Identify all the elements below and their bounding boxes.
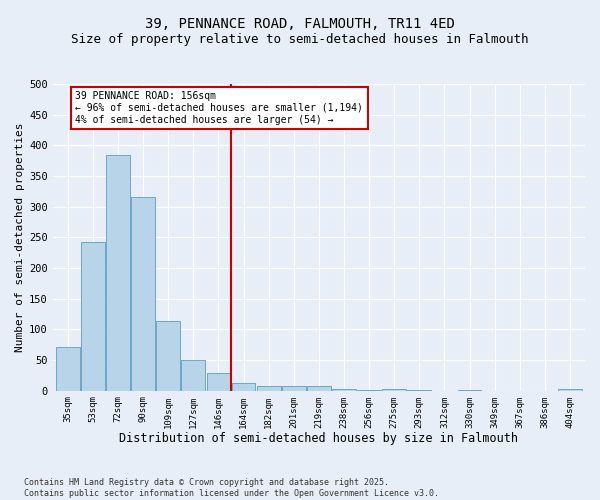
Bar (257, 386, 281, 390)
X-axis label: Distribution of semi-detached houses by size in Falmouth: Distribution of semi-detached houses by … (119, 432, 518, 445)
Bar (131, 198, 155, 390)
Bar (181, 360, 205, 390)
Bar (56, 346, 80, 391)
Bar (206, 373, 230, 390)
Bar (157, 322, 180, 390)
Text: Size of property relative to semi-detached houses in Falmouth: Size of property relative to semi-detach… (71, 32, 529, 46)
Bar (282, 386, 306, 390)
Bar (106, 154, 130, 390)
Text: 39 PENNANCE ROAD: 156sqm
← 96% of semi-detached houses are smaller (1,194)
4% of: 39 PENNANCE ROAD: 156sqm ← 96% of semi-d… (76, 92, 363, 124)
Y-axis label: Number of semi-detached properties: Number of semi-detached properties (15, 122, 25, 352)
Bar (307, 386, 331, 390)
Bar (81, 242, 105, 390)
Bar (232, 384, 256, 390)
Text: 39, PENNANCE ROAD, FALMOUTH, TR11 4ED: 39, PENNANCE ROAD, FALMOUTH, TR11 4ED (145, 18, 455, 32)
Text: Contains HM Land Registry data © Crown copyright and database right 2025.
Contai: Contains HM Land Registry data © Crown c… (24, 478, 439, 498)
Bar (558, 389, 582, 390)
